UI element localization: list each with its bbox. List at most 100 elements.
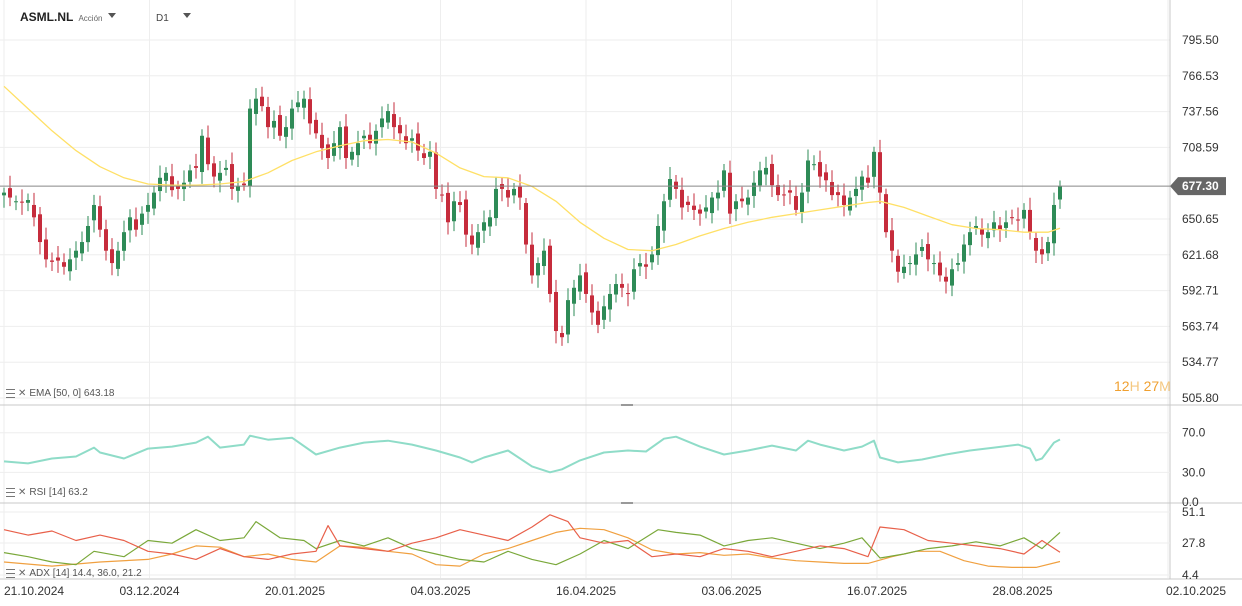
bull-candle[interactable]: [920, 246, 924, 251]
bear-candle[interactable]: [314, 119, 318, 134]
bull-candle[interactable]: [476, 232, 480, 248]
bull-candle[interactable]: [482, 222, 486, 231]
bull-candle[interactable]: [386, 111, 390, 123]
bear-candle[interactable]: [56, 257, 60, 261]
bear-candle[interactable]: [560, 332, 564, 338]
bull-candle[interactable]: [272, 120, 276, 128]
bull-candle[interactable]: [248, 108, 252, 187]
bear-candle[interactable]: [308, 99, 312, 124]
timeframe-selector[interactable]: D1: [156, 13, 169, 24]
bull-candle[interactable]: [764, 167, 768, 175]
pane-resize-handle[interactable]: [621, 502, 633, 504]
bull-candle[interactable]: [704, 207, 708, 212]
bear-candle[interactable]: [554, 291, 558, 332]
bear-candle[interactable]: [770, 163, 774, 186]
bull-candle[interactable]: [950, 269, 954, 286]
bear-candle[interactable]: [266, 106, 270, 128]
bear-candle[interactable]: [470, 235, 474, 245]
bull-candle[interactable]: [656, 225, 660, 256]
bear-candle[interactable]: [944, 276, 948, 282]
timeframe-dropdown-icon[interactable]: [183, 13, 191, 18]
bull-candle[interactable]: [494, 188, 498, 219]
bull-candle[interactable]: [164, 172, 168, 181]
bull-candle[interactable]: [848, 197, 852, 211]
bear-candle[interactable]: [878, 152, 882, 193]
bull-candle[interactable]: [380, 118, 384, 128]
bear-candle[interactable]: [620, 283, 624, 288]
bull-candle[interactable]: [566, 300, 570, 335]
bear-candle[interactable]: [32, 204, 36, 218]
bull-candle[interactable]: [956, 263, 960, 265]
bear-candle[interactable]: [344, 126, 348, 159]
bear-candle[interactable]: [260, 96, 264, 107]
bull-candle[interactable]: [812, 164, 816, 166]
bull-candle[interactable]: [986, 232, 990, 239]
bear-candle[interactable]: [842, 195, 846, 205]
bear-candle[interactable]: [626, 293, 630, 295]
bull-candle[interactable]: [512, 188, 516, 196]
bear-candle[interactable]: [728, 172, 732, 214]
bull-candle[interactable]: [74, 250, 78, 258]
bear-candle[interactable]: [404, 136, 408, 144]
remove-indicator-icon[interactable]: ✕: [18, 388, 27, 399]
bear-candle[interactable]: [440, 194, 444, 196]
bear-candle[interactable]: [1028, 209, 1032, 233]
bull-candle[interactable]: [116, 250, 120, 269]
bull-candle[interactable]: [122, 232, 126, 251]
bull-candle[interactable]: [1046, 242, 1050, 254]
bull-candle[interactable]: [356, 143, 360, 156]
bull-candle[interactable]: [338, 127, 342, 148]
bear-candle[interactable]: [398, 125, 402, 134]
bull-candle[interactable]: [668, 179, 672, 200]
bull-candle[interactable]: [374, 130, 378, 144]
bull-candle[interactable]: [968, 232, 972, 246]
bear-candle[interactable]: [596, 310, 600, 325]
bear-candle[interactable]: [434, 152, 438, 189]
bear-candle[interactable]: [830, 182, 834, 196]
pane-resize-handle[interactable]: [621, 404, 633, 406]
bear-candle[interactable]: [548, 245, 552, 294]
bull-candle[interactable]: [488, 217, 492, 227]
bear-candle[interactable]: [422, 153, 426, 159]
bear-candle[interactable]: [1010, 217, 1014, 219]
bull-candle[interactable]: [602, 306, 606, 320]
bear-candle[interactable]: [824, 172, 828, 181]
bear-candle[interactable]: [524, 203, 528, 245]
bull-candle[interactable]: [908, 263, 912, 265]
remove-indicator-icon[interactable]: ✕: [18, 487, 27, 498]
bull-candle[interactable]: [992, 222, 996, 231]
bull-candle[interactable]: [662, 201, 666, 231]
bull-candle[interactable]: [974, 225, 978, 229]
bull-candle[interactable]: [146, 204, 150, 212]
adx-pane[interactable]: [3, 514, 1061, 569]
bear-candle[interactable]: [674, 181, 678, 189]
bull-candle[interactable]: [290, 108, 294, 129]
bull-candle[interactable]: [752, 182, 756, 196]
bear-candle[interactable]: [506, 190, 510, 198]
bear-candle[interactable]: [590, 295, 594, 313]
bear-candle[interactable]: [230, 164, 234, 189]
bull-candle[interactable]: [284, 127, 288, 137]
bull-candle[interactable]: [1058, 186, 1062, 200]
bear-candle[interactable]: [1034, 238, 1038, 251]
bull-candle[interactable]: [26, 200, 30, 203]
bear-candle[interactable]: [278, 115, 282, 136]
rsi-pane[interactable]: [3, 434, 1061, 474]
bear-candle[interactable]: [740, 198, 744, 202]
bull-candle[interactable]: [296, 102, 300, 108]
bull-candle[interactable]: [128, 217, 132, 231]
bear-candle[interactable]: [644, 264, 648, 267]
bull-candle[interactable]: [578, 275, 582, 292]
bear-candle[interactable]: [62, 262, 66, 267]
bull-candle[interactable]: [14, 201, 18, 203]
bull-candle[interactable]: [800, 192, 804, 213]
bull-candle[interactable]: [710, 197, 714, 214]
bear-candle[interactable]: [692, 205, 696, 210]
indicator-menu-icon[interactable]: [6, 569, 15, 578]
bear-candle[interactable]: [938, 262, 942, 276]
bear-candle[interactable]: [392, 114, 396, 128]
bull-candle[interactable]: [140, 213, 144, 225]
bull-candle[interactable]: [614, 284, 618, 295]
bear-candle[interactable]: [896, 255, 900, 272]
